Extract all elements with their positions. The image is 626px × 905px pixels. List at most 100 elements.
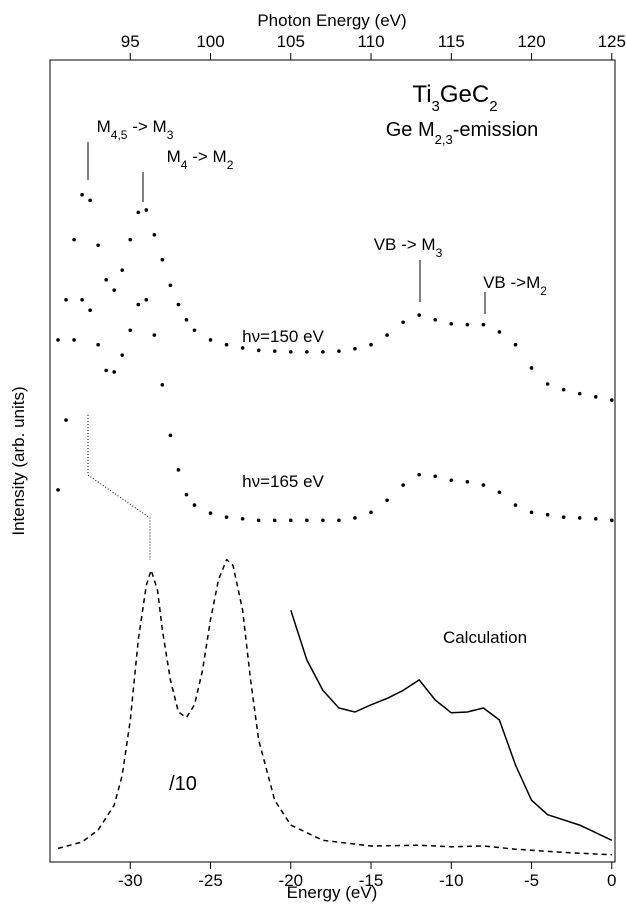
data-point bbox=[224, 515, 229, 519]
data-point bbox=[96, 342, 100, 347]
data-point bbox=[80, 297, 84, 302]
data-point bbox=[176, 302, 181, 307]
data-point bbox=[481, 322, 486, 327]
data-point bbox=[593, 395, 598, 399]
data-point bbox=[56, 488, 60, 492]
data-point bbox=[337, 349, 341, 353]
data-point bbox=[64, 418, 68, 422]
annotation-part: VB ->M bbox=[483, 273, 540, 292]
data-point bbox=[176, 468, 181, 472]
data-point bbox=[224, 342, 229, 347]
series-label: Calculation bbox=[443, 628, 527, 647]
data-point bbox=[144, 208, 149, 212]
x-tick-label: -25 bbox=[198, 871, 223, 890]
data-point bbox=[337, 518, 341, 523]
annotation: VB -> M3 bbox=[374, 235, 443, 260]
data-point bbox=[417, 472, 421, 477]
data-point bbox=[353, 346, 357, 351]
data-point bbox=[288, 518, 293, 523]
title-part: Ti bbox=[412, 81, 431, 108]
data-point bbox=[513, 342, 518, 347]
data-point bbox=[369, 342, 373, 347]
annotation-part: VB -> M bbox=[374, 235, 436, 254]
data-point bbox=[401, 320, 405, 325]
x-tick-label: -15 bbox=[359, 871, 384, 890]
data-point bbox=[208, 338, 213, 342]
data-point bbox=[481, 483, 486, 487]
data-point bbox=[433, 318, 438, 322]
data-point bbox=[433, 474, 438, 479]
data-line bbox=[290, 609, 613, 841]
data-point bbox=[385, 333, 389, 337]
x2-tick-label: 120 bbox=[517, 32, 545, 51]
x-tick-label: -20 bbox=[278, 871, 303, 890]
x2-tick-label: 105 bbox=[277, 32, 305, 51]
x-axis-title: Energy (eV) bbox=[287, 883, 378, 902]
title-sub: 2 bbox=[489, 98, 497, 115]
annotation-part: M bbox=[167, 147, 181, 166]
data-point bbox=[88, 308, 92, 313]
data-point bbox=[256, 518, 261, 523]
x2-tick-label: 125 bbox=[598, 32, 626, 51]
data-point bbox=[529, 366, 534, 370]
data-point bbox=[401, 483, 405, 487]
x2-tick-label: 95 bbox=[121, 32, 140, 51]
data-point bbox=[561, 387, 566, 392]
data-point bbox=[561, 515, 566, 519]
data-point bbox=[465, 322, 470, 327]
data-point bbox=[184, 318, 189, 322]
data-point bbox=[80, 192, 84, 197]
subtitle-part: -emission bbox=[453, 119, 539, 141]
data-point bbox=[104, 277, 108, 282]
data-point bbox=[160, 257, 165, 262]
data-point bbox=[88, 198, 92, 203]
data-point bbox=[449, 322, 454, 326]
data-point bbox=[144, 297, 149, 302]
data-point bbox=[112, 370, 117, 374]
series-label: hν=165 eV bbox=[242, 472, 324, 491]
annotation-part: M bbox=[97, 117, 111, 136]
data-point bbox=[577, 516, 582, 520]
x2-axis-title: Photon Energy (eV) bbox=[257, 11, 406, 30]
data-point bbox=[497, 490, 502, 495]
data-point bbox=[593, 516, 598, 521]
x-tick-label: -5 bbox=[524, 871, 539, 890]
connector-line bbox=[87, 415, 151, 560]
data-point bbox=[288, 350, 293, 354]
data-point bbox=[136, 210, 141, 215]
data-point bbox=[305, 350, 309, 354]
data-point bbox=[152, 333, 157, 337]
data-point bbox=[305, 518, 309, 523]
data-point bbox=[56, 338, 60, 342]
data-point bbox=[120, 353, 125, 357]
data-point bbox=[321, 518, 325, 523]
data-point bbox=[96, 243, 100, 248]
annotation-part: -> M bbox=[187, 147, 226, 166]
subtitle-part: Ge M bbox=[386, 119, 435, 141]
data-point bbox=[192, 328, 197, 333]
data-point bbox=[240, 516, 245, 521]
plot-frame bbox=[49, 59, 616, 863]
annotation: VB ->M2 bbox=[483, 273, 547, 298]
x2-tick-label: 115 bbox=[438, 32, 465, 51]
data-point bbox=[72, 237, 76, 242]
data-point bbox=[240, 346, 245, 350]
data-point bbox=[168, 433, 173, 438]
data-point bbox=[449, 478, 454, 483]
title-sub: 3 bbox=[432, 98, 440, 115]
series-label: /10 bbox=[169, 773, 197, 795]
chart-subtitle: Ge M2,3-emission bbox=[386, 119, 539, 147]
data-point bbox=[192, 503, 197, 507]
data-point bbox=[160, 383, 165, 387]
title-part: GeC bbox=[440, 81, 489, 108]
data-point bbox=[385, 498, 389, 503]
data-point bbox=[272, 518, 277, 523]
data-point bbox=[545, 512, 550, 517]
data-point bbox=[609, 398, 614, 402]
data-point bbox=[529, 510, 534, 515]
data-point bbox=[112, 288, 117, 292]
x2-tick-label: 100 bbox=[196, 32, 224, 51]
data-point bbox=[577, 391, 582, 396]
